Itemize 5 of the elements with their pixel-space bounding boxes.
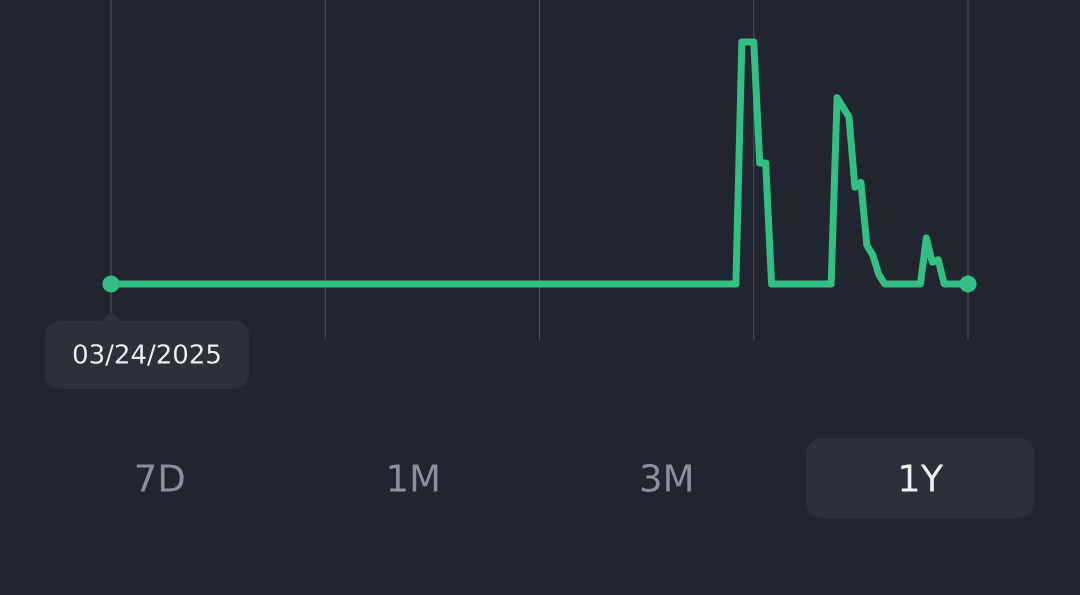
text: 3M xyxy=(641,463,691,492)
text: 1M xyxy=(389,464,438,492)
text: 1Y xyxy=(901,464,944,492)
text: 03/24/2025 xyxy=(73,344,220,366)
text: 7D xyxy=(136,464,184,492)
